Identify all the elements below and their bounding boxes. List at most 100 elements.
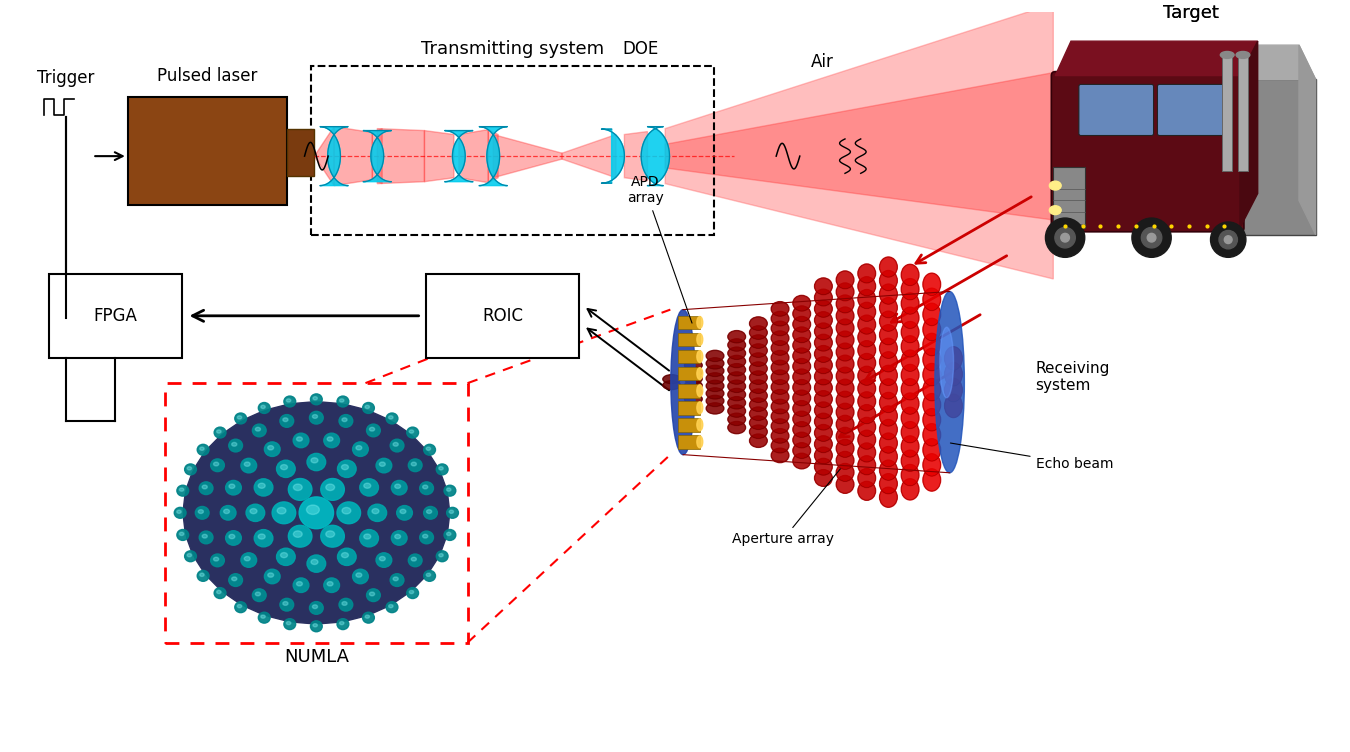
Ellipse shape [792,359,810,374]
Ellipse shape [771,438,788,453]
Ellipse shape [880,487,898,508]
Ellipse shape [197,571,209,581]
Ellipse shape [749,407,767,420]
Text: Echo beam: Echo beam [950,443,1114,471]
Ellipse shape [360,529,378,547]
Ellipse shape [771,311,788,326]
Ellipse shape [923,393,941,416]
Ellipse shape [1049,181,1061,190]
Ellipse shape [352,569,369,584]
Ellipse shape [923,438,941,461]
Polygon shape [493,135,562,177]
Ellipse shape [880,393,898,413]
Polygon shape [641,126,670,186]
Circle shape [1211,222,1246,257]
Ellipse shape [424,506,437,519]
Ellipse shape [923,468,941,491]
FancyBboxPatch shape [1238,55,1247,171]
Ellipse shape [412,462,416,466]
Ellipse shape [836,343,855,361]
Ellipse shape [339,599,352,611]
Ellipse shape [749,425,767,438]
Ellipse shape [836,379,855,397]
Polygon shape [1056,41,1258,75]
Ellipse shape [749,317,767,330]
Ellipse shape [261,405,265,408]
Ellipse shape [363,484,371,488]
Ellipse shape [836,391,855,409]
Ellipse shape [367,589,381,602]
Ellipse shape [367,424,381,437]
Ellipse shape [697,402,703,414]
Ellipse shape [240,458,256,473]
Ellipse shape [342,465,348,470]
Ellipse shape [392,531,408,545]
Ellipse shape [267,573,274,578]
Ellipse shape [792,432,810,447]
FancyBboxPatch shape [678,332,699,347]
Ellipse shape [749,389,767,402]
FancyBboxPatch shape [1157,84,1228,135]
Ellipse shape [857,430,876,449]
Ellipse shape [309,411,323,424]
Ellipse shape [258,612,270,623]
Ellipse shape [400,509,406,514]
Ellipse shape [246,504,265,521]
Text: FPGA: FPGA [93,307,138,325]
Ellipse shape [279,414,294,427]
Ellipse shape [369,504,386,521]
Ellipse shape [945,362,963,386]
FancyBboxPatch shape [128,97,286,205]
Ellipse shape [749,371,767,384]
Text: DOE: DOE [622,40,659,58]
Ellipse shape [902,336,919,357]
Ellipse shape [211,554,224,567]
Text: Pulsed laser: Pulsed laser [157,68,258,86]
Polygon shape [315,126,333,186]
Ellipse shape [198,510,204,514]
Ellipse shape [880,420,898,440]
Ellipse shape [792,306,810,322]
Ellipse shape [836,415,855,433]
Ellipse shape [312,414,317,418]
Ellipse shape [814,391,832,408]
Text: Air: Air [811,53,834,71]
Ellipse shape [728,347,745,359]
Ellipse shape [1237,51,1250,59]
Ellipse shape [857,290,876,308]
Text: Receiving
system: Receiving system [1035,361,1110,393]
Ellipse shape [220,505,236,520]
Ellipse shape [364,405,370,408]
Ellipse shape [338,502,360,523]
Ellipse shape [857,302,876,321]
Ellipse shape [447,532,451,535]
FancyBboxPatch shape [49,274,182,357]
Ellipse shape [327,581,333,586]
Ellipse shape [1049,206,1061,214]
Ellipse shape [902,308,919,329]
Text: Target: Target [1162,4,1219,22]
Ellipse shape [420,531,433,544]
Ellipse shape [836,319,855,337]
Ellipse shape [408,554,423,567]
Ellipse shape [286,621,290,625]
Ellipse shape [213,557,219,561]
Ellipse shape [857,443,876,462]
Circle shape [1045,218,1085,257]
Ellipse shape [228,439,243,452]
Ellipse shape [728,372,745,384]
Ellipse shape [771,409,788,423]
Ellipse shape [706,403,724,414]
Ellipse shape [749,434,767,447]
Ellipse shape [697,334,703,345]
Ellipse shape [240,553,256,567]
Ellipse shape [340,621,344,625]
Ellipse shape [238,416,242,419]
Ellipse shape [277,508,286,514]
FancyBboxPatch shape [678,316,699,329]
Ellipse shape [923,303,941,326]
Ellipse shape [216,590,221,593]
Ellipse shape [213,462,219,466]
Ellipse shape [902,264,919,286]
Text: Aperture array: Aperture array [732,469,840,547]
